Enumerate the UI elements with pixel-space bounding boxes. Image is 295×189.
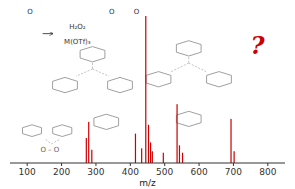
ring (108, 77, 133, 92)
bar (152, 151, 153, 163)
bar (176, 104, 177, 163)
bar (179, 145, 180, 163)
bar (86, 138, 87, 163)
bar (148, 125, 149, 163)
bridge (189, 63, 207, 72)
bridge (188, 57, 189, 63)
ring (207, 72, 232, 87)
x-tick-label: 800 (259, 167, 276, 177)
bar (145, 16, 146, 163)
bar (135, 134, 136, 163)
annotation: O – O (40, 146, 59, 154)
bridge (51, 139, 59, 143)
x-tick-label: 400 (122, 167, 139, 177)
bar (234, 151, 235, 163)
x-tick-label: 300 (87, 167, 104, 177)
x-axis-line (10, 163, 285, 164)
x-tick (199, 163, 200, 166)
structures (23, 41, 232, 144)
annotation: M(OTf)₃ (64, 38, 91, 46)
ring (53, 125, 72, 137)
ring (146, 72, 171, 87)
ring (94, 114, 119, 129)
x-tick (164, 163, 165, 166)
bar (182, 153, 183, 163)
bars (86, 16, 235, 163)
annotation: O (27, 8, 33, 16)
bar (163, 153, 164, 163)
x-tick (95, 163, 96, 166)
bridge (93, 69, 110, 76)
annotation: O (134, 8, 140, 16)
bar (88, 122, 89, 163)
x-tick-label: 100 (19, 167, 36, 177)
ring (80, 47, 105, 62)
x-tick (233, 163, 234, 166)
bridge (46, 139, 52, 143)
bar (230, 119, 231, 163)
x-tick-label: 200 (53, 167, 70, 177)
x-tick-label: 600 (190, 167, 207, 177)
ring (176, 111, 201, 126)
bridge (171, 63, 189, 72)
ring (176, 41, 201, 56)
chart: 100 200 300 400 500 600 700 800 m/z O H₂O₂ M(OTf)₃ O… (0, 0, 295, 189)
reaction-arrow (43, 33, 53, 34)
bar (91, 150, 92, 163)
x-tick (27, 163, 28, 166)
x-axis-label: m/z (139, 178, 156, 188)
bar (150, 142, 151, 163)
bridge (92, 63, 93, 69)
bar (141, 148, 142, 163)
x-tick (61, 163, 62, 166)
ring (23, 125, 42, 137)
x-tick (130, 163, 131, 166)
x-tick-label: 700 (225, 167, 242, 177)
annotation: H₂O₂ (69, 23, 86, 31)
x-tick-label: 500 (156, 167, 173, 177)
annotation: ? (250, 31, 265, 60)
bridge (76, 69, 93, 76)
annotation: O (109, 8, 115, 16)
x-tick (267, 163, 268, 166)
ring (53, 77, 78, 92)
